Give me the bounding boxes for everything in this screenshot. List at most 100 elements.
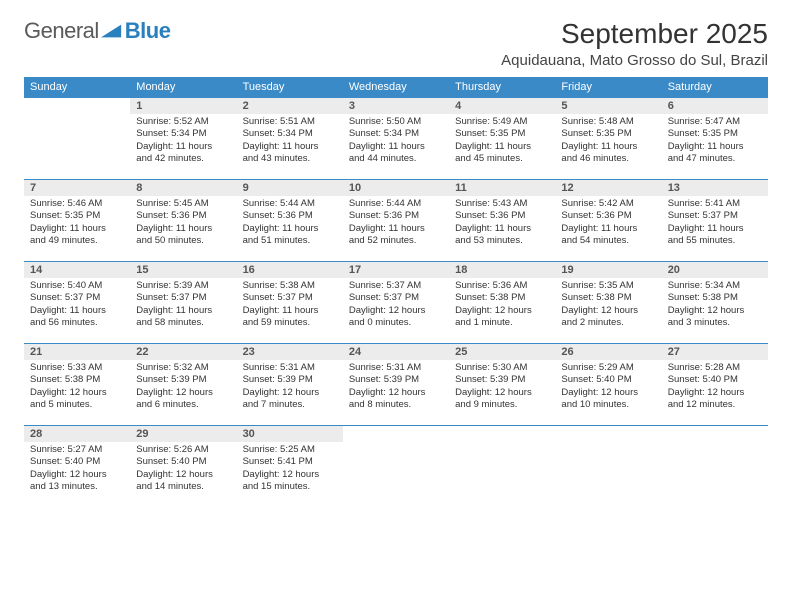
calendar-cell: 2Sunrise: 5:51 AMSunset: 5:34 PMDaylight… [237, 98, 343, 180]
day-number: 28 [24, 426, 130, 442]
day-number: 11 [449, 180, 555, 196]
calendar-cell: 13Sunrise: 5:41 AMSunset: 5:37 PMDayligh… [662, 180, 768, 262]
day-content: Sunrise: 5:39 AMSunset: 5:37 PMDaylight:… [130, 278, 236, 333]
calendar-cell: 18Sunrise: 5:36 AMSunset: 5:38 PMDayligh… [449, 262, 555, 344]
calendar-cell: 3Sunrise: 5:50 AMSunset: 5:34 PMDaylight… [343, 98, 449, 180]
day-content: Sunrise: 5:32 AMSunset: 5:39 PMDaylight:… [130, 360, 236, 415]
day-content: Sunrise: 5:31 AMSunset: 5:39 PMDaylight:… [237, 360, 343, 415]
day-content: Sunrise: 5:49 AMSunset: 5:35 PMDaylight:… [449, 114, 555, 169]
day-number: 22 [130, 344, 236, 360]
day-content: Sunrise: 5:44 AMSunset: 5:36 PMDaylight:… [343, 196, 449, 251]
day-number: 23 [237, 344, 343, 360]
weekday-header: Monday [130, 77, 236, 98]
calendar-cell: .. [449, 426, 555, 508]
calendar-table: SundayMondayTuesdayWednesdayThursdayFrid… [24, 77, 768, 508]
day-number: 2 [237, 98, 343, 114]
day-number: 7 [24, 180, 130, 196]
day-content: Sunrise: 5:41 AMSunset: 5:37 PMDaylight:… [662, 196, 768, 251]
day-number: 29 [130, 426, 236, 442]
weekday-header: Wednesday [343, 77, 449, 98]
day-number: 19 [555, 262, 661, 278]
calendar-cell: .. [24, 98, 130, 180]
calendar-cell: 1Sunrise: 5:52 AMSunset: 5:34 PMDaylight… [130, 98, 236, 180]
weekday-header: Tuesday [237, 77, 343, 98]
calendar-cell: 21Sunrise: 5:33 AMSunset: 5:38 PMDayligh… [24, 344, 130, 426]
calendar-cell: 23Sunrise: 5:31 AMSunset: 5:39 PMDayligh… [237, 344, 343, 426]
weekday-header: Friday [555, 77, 661, 98]
day-content: Sunrise: 5:51 AMSunset: 5:34 PMDaylight:… [237, 114, 343, 169]
logo-text-2: Blue [125, 21, 171, 41]
day-number: 14 [24, 262, 130, 278]
day-number: 27 [662, 344, 768, 360]
calendar-body: ..1Sunrise: 5:52 AMSunset: 5:34 PMDaylig… [24, 98, 768, 508]
location: Aquidauana, Mato Grosso do Sul, Brazil [501, 52, 768, 69]
header: General Blue September 2025 Aquidauana, … [24, 18, 768, 69]
day-content: Sunrise: 5:37 AMSunset: 5:37 PMDaylight:… [343, 278, 449, 333]
month-title: September 2025 [501, 18, 768, 50]
weekday-header: Saturday [662, 77, 768, 98]
calendar-cell: 5Sunrise: 5:48 AMSunset: 5:35 PMDaylight… [555, 98, 661, 180]
day-number: 3 [343, 98, 449, 114]
day-content: Sunrise: 5:27 AMSunset: 5:40 PMDaylight:… [24, 442, 130, 497]
day-content: Sunrise: 5:25 AMSunset: 5:41 PMDaylight:… [237, 442, 343, 497]
day-content: Sunrise: 5:42 AMSunset: 5:36 PMDaylight:… [555, 196, 661, 251]
day-content: Sunrise: 5:31 AMSunset: 5:39 PMDaylight:… [343, 360, 449, 415]
day-content: Sunrise: 5:40 AMSunset: 5:37 PMDaylight:… [24, 278, 130, 333]
day-number: 30 [237, 426, 343, 442]
calendar-cell: 14Sunrise: 5:40 AMSunset: 5:37 PMDayligh… [24, 262, 130, 344]
calendar-cell: 25Sunrise: 5:30 AMSunset: 5:39 PMDayligh… [449, 344, 555, 426]
weekday-header: Thursday [449, 77, 555, 98]
day-content: Sunrise: 5:28 AMSunset: 5:40 PMDaylight:… [662, 360, 768, 415]
day-number: 5 [555, 98, 661, 114]
day-content: Sunrise: 5:36 AMSunset: 5:38 PMDaylight:… [449, 278, 555, 333]
calendar-row: ..1Sunrise: 5:52 AMSunset: 5:34 PMDaylig… [24, 98, 768, 180]
calendar-cell: 20Sunrise: 5:34 AMSunset: 5:38 PMDayligh… [662, 262, 768, 344]
calendar-cell: 28Sunrise: 5:27 AMSunset: 5:40 PMDayligh… [24, 426, 130, 508]
calendar-cell: 30Sunrise: 5:25 AMSunset: 5:41 PMDayligh… [237, 426, 343, 508]
day-number: 10 [343, 180, 449, 196]
day-content: Sunrise: 5:45 AMSunset: 5:36 PMDaylight:… [130, 196, 236, 251]
calendar-cell: 12Sunrise: 5:42 AMSunset: 5:36 PMDayligh… [555, 180, 661, 262]
day-content: Sunrise: 5:26 AMSunset: 5:40 PMDaylight:… [130, 442, 236, 497]
calendar-cell: .. [343, 426, 449, 508]
day-content: Sunrise: 5:47 AMSunset: 5:35 PMDaylight:… [662, 114, 768, 169]
day-number: 18 [449, 262, 555, 278]
day-content: Sunrise: 5:50 AMSunset: 5:34 PMDaylight:… [343, 114, 449, 169]
day-content: Sunrise: 5:43 AMSunset: 5:36 PMDaylight:… [449, 196, 555, 251]
calendar-row: 7Sunrise: 5:46 AMSunset: 5:35 PMDaylight… [24, 180, 768, 262]
calendar-cell: 11Sunrise: 5:43 AMSunset: 5:36 PMDayligh… [449, 180, 555, 262]
day-content: Sunrise: 5:30 AMSunset: 5:39 PMDaylight:… [449, 360, 555, 415]
logo-triangle-icon [101, 22, 123, 40]
day-content: Sunrise: 5:38 AMSunset: 5:37 PMDaylight:… [237, 278, 343, 333]
day-number: 20 [662, 262, 768, 278]
calendar-cell: 7Sunrise: 5:46 AMSunset: 5:35 PMDaylight… [24, 180, 130, 262]
day-content: Sunrise: 5:29 AMSunset: 5:40 PMDaylight:… [555, 360, 661, 415]
day-number: 6 [662, 98, 768, 114]
day-number: 17 [343, 262, 449, 278]
day-number: 13 [662, 180, 768, 196]
day-content: Sunrise: 5:46 AMSunset: 5:35 PMDaylight:… [24, 196, 130, 251]
calendar-row: 14Sunrise: 5:40 AMSunset: 5:37 PMDayligh… [24, 262, 768, 344]
calendar-cell: 27Sunrise: 5:28 AMSunset: 5:40 PMDayligh… [662, 344, 768, 426]
logo-text-1: General [24, 18, 99, 44]
title-block: September 2025 Aquidauana, Mato Grosso d… [501, 18, 768, 69]
day-number: 24 [343, 344, 449, 360]
calendar-cell: 22Sunrise: 5:32 AMSunset: 5:39 PMDayligh… [130, 344, 236, 426]
calendar-cell: 8Sunrise: 5:45 AMSunset: 5:36 PMDaylight… [130, 180, 236, 262]
calendar-cell: 4Sunrise: 5:49 AMSunset: 5:35 PMDaylight… [449, 98, 555, 180]
calendar-cell: 26Sunrise: 5:29 AMSunset: 5:40 PMDayligh… [555, 344, 661, 426]
day-number: 21 [24, 344, 130, 360]
calendar-page: General Blue September 2025 Aquidauana, … [0, 0, 792, 526]
logo: General Blue [24, 18, 170, 44]
day-number: 16 [237, 262, 343, 278]
day-number: 15 [130, 262, 236, 278]
day-content: Sunrise: 5:35 AMSunset: 5:38 PMDaylight:… [555, 278, 661, 333]
calendar-cell: 24Sunrise: 5:31 AMSunset: 5:39 PMDayligh… [343, 344, 449, 426]
weekday-header: Sunday [24, 77, 130, 98]
calendar-cell: 29Sunrise: 5:26 AMSunset: 5:40 PMDayligh… [130, 426, 236, 508]
calendar-cell: 16Sunrise: 5:38 AMSunset: 5:37 PMDayligh… [237, 262, 343, 344]
calendar-row: 28Sunrise: 5:27 AMSunset: 5:40 PMDayligh… [24, 426, 768, 508]
day-content: Sunrise: 5:48 AMSunset: 5:35 PMDaylight:… [555, 114, 661, 169]
day-number: 25 [449, 344, 555, 360]
day-number: 9 [237, 180, 343, 196]
